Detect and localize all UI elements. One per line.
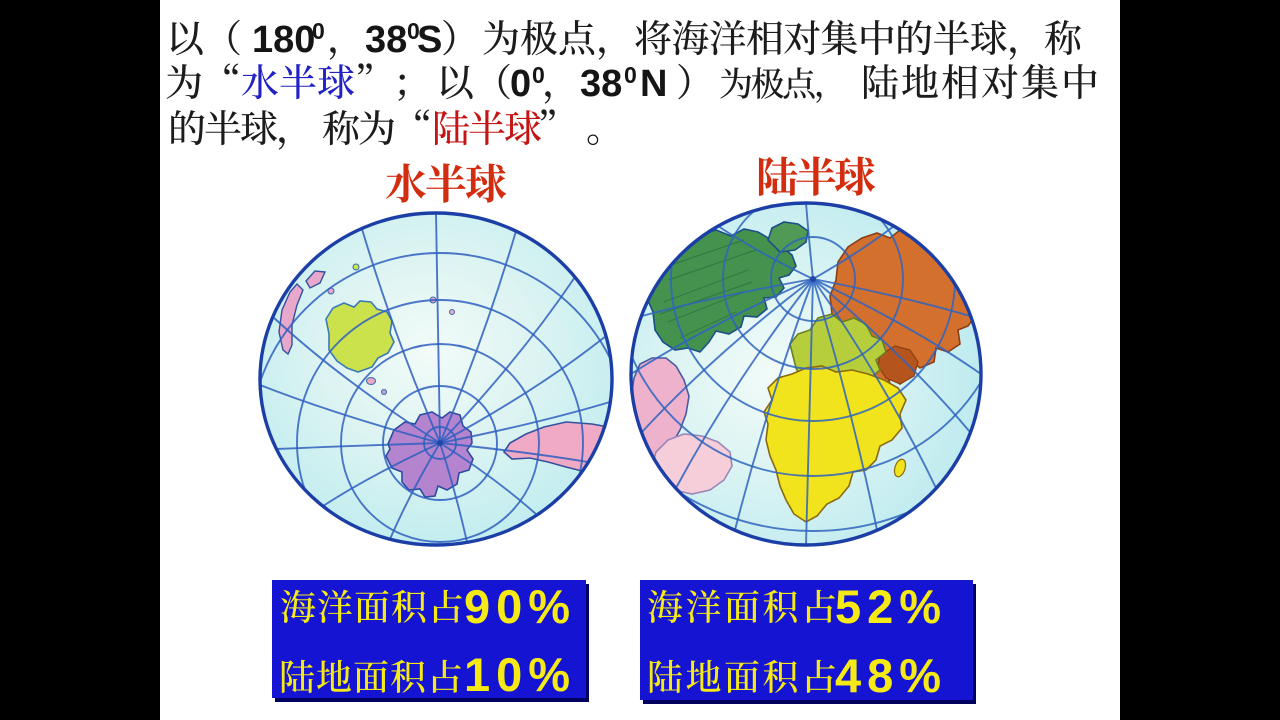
svg-text:90%: 90% — [464, 580, 576, 633]
svg-text:0: 0 — [532, 62, 545, 88]
svg-text:0: 0 — [407, 18, 420, 44]
svg-text:0: 0 — [624, 62, 637, 88]
svg-text:0: 0 — [312, 18, 325, 44]
svg-text:180: 180 — [252, 19, 315, 61]
svg-text:52%: 52% — [835, 580, 947, 633]
svg-text:48%: 48% — [835, 649, 947, 702]
svg-text:10%: 10% — [464, 648, 576, 701]
svg-text:N: N — [640, 63, 667, 105]
svg-text:0: 0 — [510, 63, 531, 105]
svg-text:38: 38 — [365, 19, 407, 61]
svg-text:S: S — [417, 19, 442, 61]
svg-text:38: 38 — [580, 63, 622, 105]
